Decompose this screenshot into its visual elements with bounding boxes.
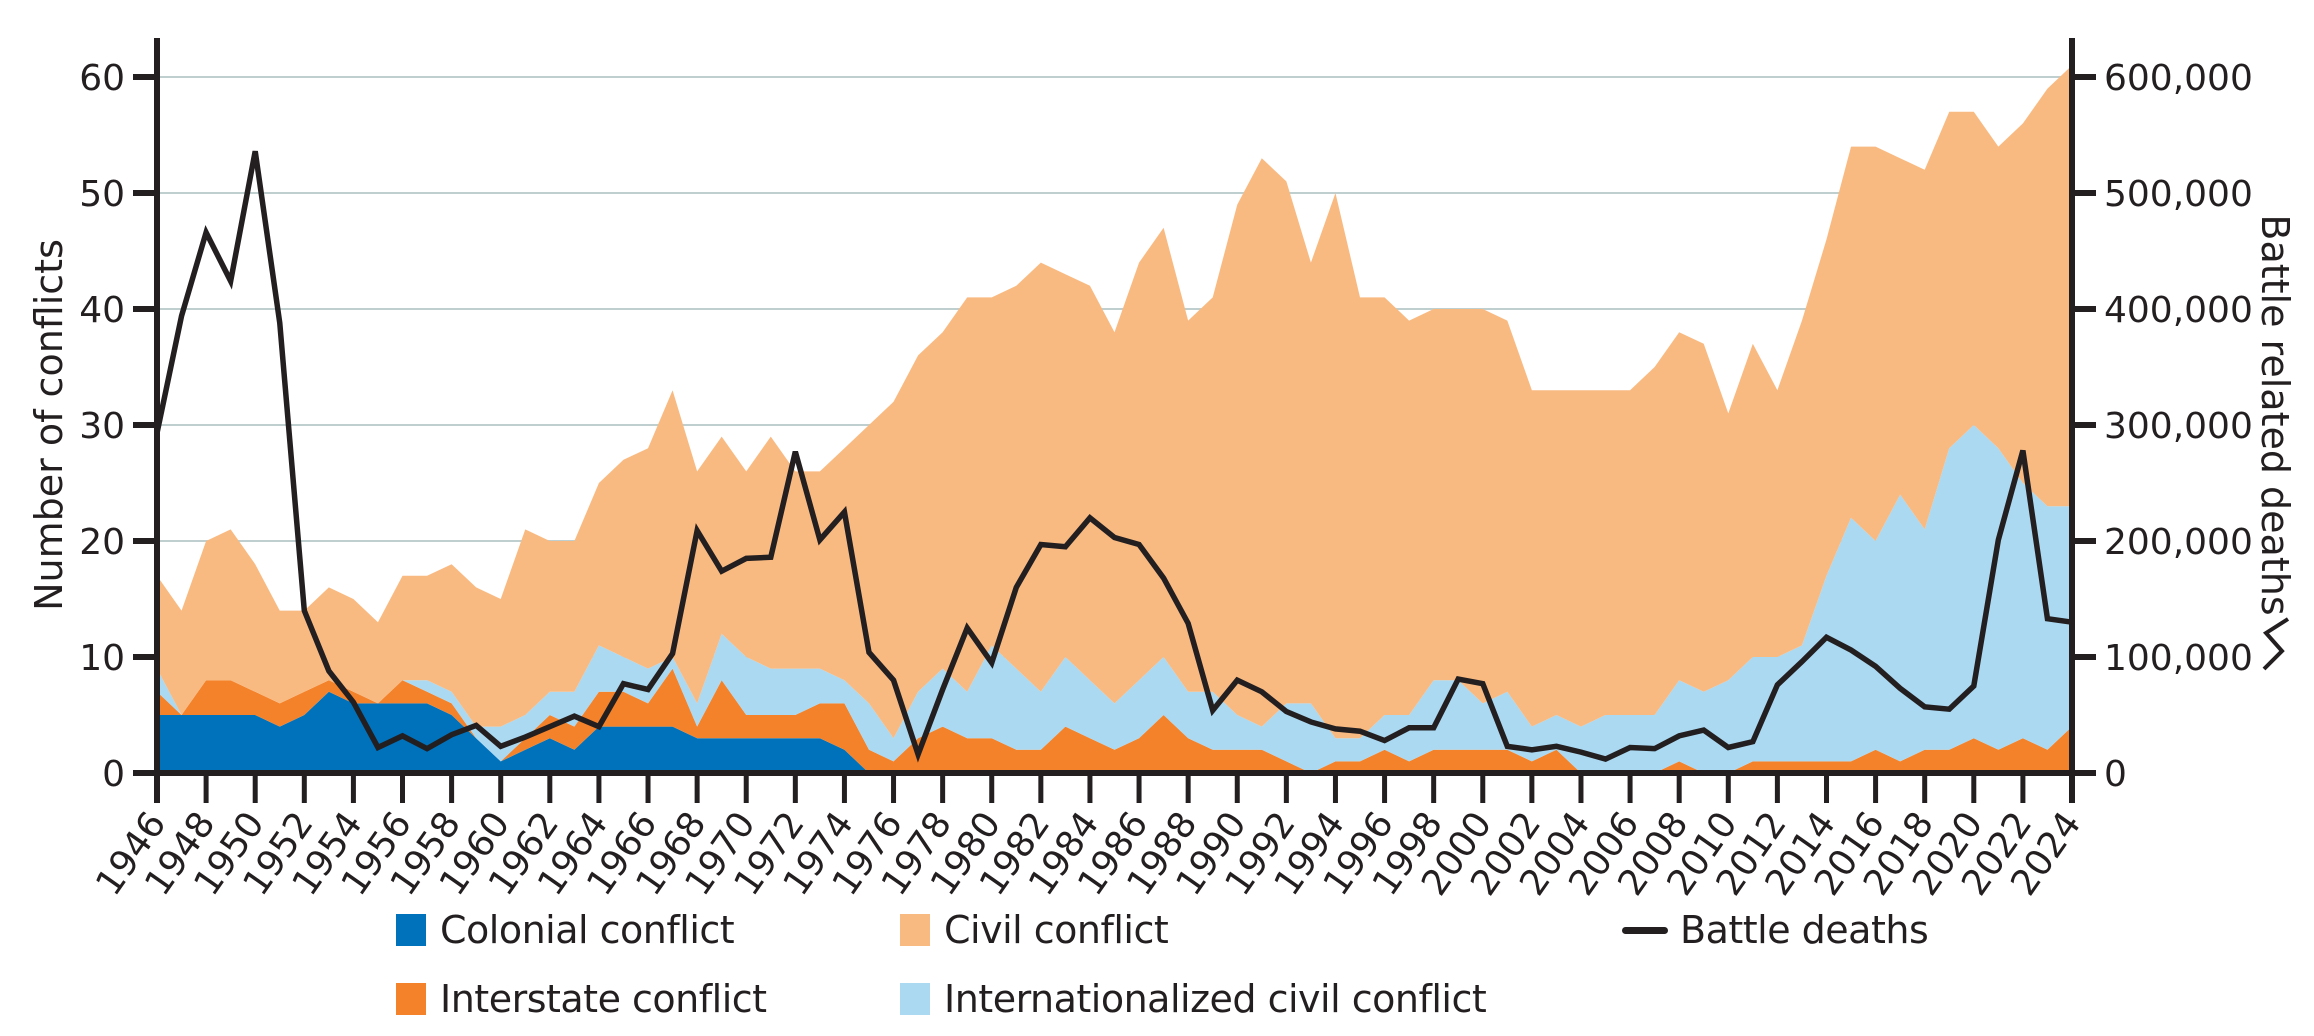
y-tick-label: 0 <box>102 754 125 795</box>
legend-label: Battle deaths <box>1680 908 1929 952</box>
area-civil-conflict <box>157 65 2072 739</box>
y2-tick-label: 300,000 <box>2104 406 2253 447</box>
colonial-swatch-icon <box>396 914 426 946</box>
y-tick-label: 30 <box>79 406 125 447</box>
y2-tick-label: 0 <box>2104 754 2127 795</box>
battle-deaths-line-icon <box>1622 926 1668 934</box>
x-axis-ticks: 1946194819501952195419561958196019621964… <box>88 773 2089 903</box>
legend-item-colonial[interactable]: Colonial conflict <box>396 905 735 955</box>
legend-item-internationalized[interactable]: Internationalized civil conflict <box>900 974 1487 1024</box>
y2-tick-label: 500,000 <box>2104 174 2253 215</box>
y-tick-label: 60 <box>79 58 125 99</box>
area-colonial-conflict <box>157 691 2072 773</box>
zigzag-line-icon <box>2262 617 2290 671</box>
battle-deaths-line-layer <box>154 150 2073 763</box>
left-axis-ticks: 0 10 20 30 40 50 60 <box>79 58 157 795</box>
left-axis-title: Number of conflicts <box>27 239 71 611</box>
right-axis-ticks: 0 100,000 200,000 300,000 400,000 500,000 600,… <box>2072 58 2253 795</box>
legend-label: Civil conflict <box>944 908 1169 952</box>
legend-label: Internationalized civil conflict <box>944 977 1487 1021</box>
y-tick-label: 40 <box>79 290 125 331</box>
y2-tick-label: 100,000 <box>2104 638 2253 679</box>
right-axis-title: Battle related deaths <box>2253 214 2297 615</box>
civil-swatch-icon <box>900 914 930 946</box>
right-axis-title-group: Battle related deaths <box>2253 214 2297 671</box>
y-tick-label: 10 <box>79 638 125 679</box>
y-tick-label: 20 <box>79 522 125 563</box>
battle-deaths-line <box>154 150 2073 763</box>
legend-item-interstate[interactable]: Interstate conflict <box>396 974 767 1024</box>
legend-item-battle-deaths[interactable]: Battle deaths <box>1622 905 1929 955</box>
y2-tick-label: 400,000 <box>2104 290 2253 331</box>
y2-tick-label: 200,000 <box>2104 522 2253 563</box>
axes <box>154 38 2075 803</box>
y2-tick-label: 600,000 <box>2104 58 2253 99</box>
internationalized-swatch-icon <box>900 983 930 1015</box>
stacked-areas <box>157 65 2072 773</box>
area-interstate-conflict <box>157 668 2072 773</box>
y-tick-label: 50 <box>79 174 125 215</box>
legend-item-civil[interactable]: Civil conflict <box>900 905 1169 955</box>
legend-label: Colonial conflict <box>440 908 735 952</box>
legend-label: Interstate conflict <box>440 977 767 1021</box>
interstate-swatch-icon <box>396 983 426 1015</box>
